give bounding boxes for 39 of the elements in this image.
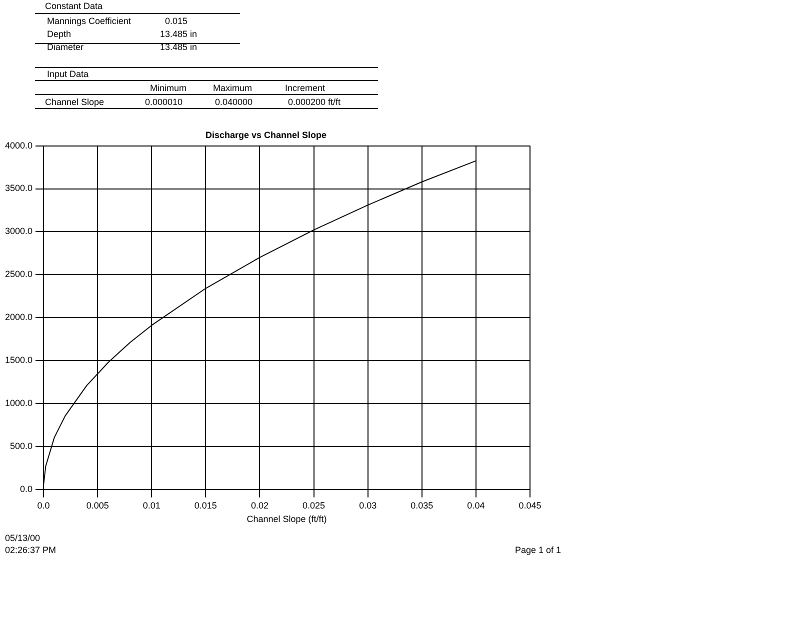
text: Channel Slope [45,97,104,108]
chart-title: Discharge vs Channel Slope [205,130,327,140]
text: Increment [285,83,326,94]
text: Mannings Coefficient [47,16,131,27]
y-tick-label: 2500.0 [4,269,33,280]
text: Constant Data [45,1,103,12]
text: Maximum [213,83,252,94]
x-tick-label: 0.005 [86,500,109,510]
text: Input Data [47,69,89,80]
x-tick-label: 0.04 [467,500,485,510]
x-tick-label: 0.02 [250,500,269,510]
text: 0.015 [165,16,188,27]
text: Depth [47,29,72,40]
text: 0.000010 [145,97,183,108]
y-tick-label: 4000.0 [4,140,33,150]
x-tick-label: 0.045 [518,500,542,510]
y-tick-label: 2000.0 [4,312,33,322]
text: 05/13/00 [5,533,40,544]
text: 13.485 in [160,29,198,40]
text: 02:26:37 PM [5,545,56,556]
x-tick-label: 0.01 [142,500,160,510]
text: Minimum [150,83,187,94]
x-tick-label: 0.035 [410,500,434,510]
x-tick-label: 0.025 [302,500,326,510]
x-tick-label: 0.0 [37,500,50,510]
text: Diameter [47,42,84,53]
y-tick-label: 1000.0 [4,398,33,408]
x-axis-title: Channel Slope (ft/ft) [246,514,327,524]
y-tick-label: 3500.0 [4,183,33,194]
x-tick-label: 0.015 [194,500,217,510]
x-tick-label: 0.03 [359,500,377,510]
y-tick-label: 3000.0 [4,226,33,236]
text: 0.040000 [215,97,253,108]
text: Page 1 of 1 [515,545,562,556]
y-tick-label: 1500.0 [4,355,33,366]
y-tick-label: 0.0 [20,484,33,494]
text: 13.485 in [160,42,198,53]
text: 0.000200 ft/ft [288,97,341,108]
y-tick-label: 500.0 [10,440,33,451]
